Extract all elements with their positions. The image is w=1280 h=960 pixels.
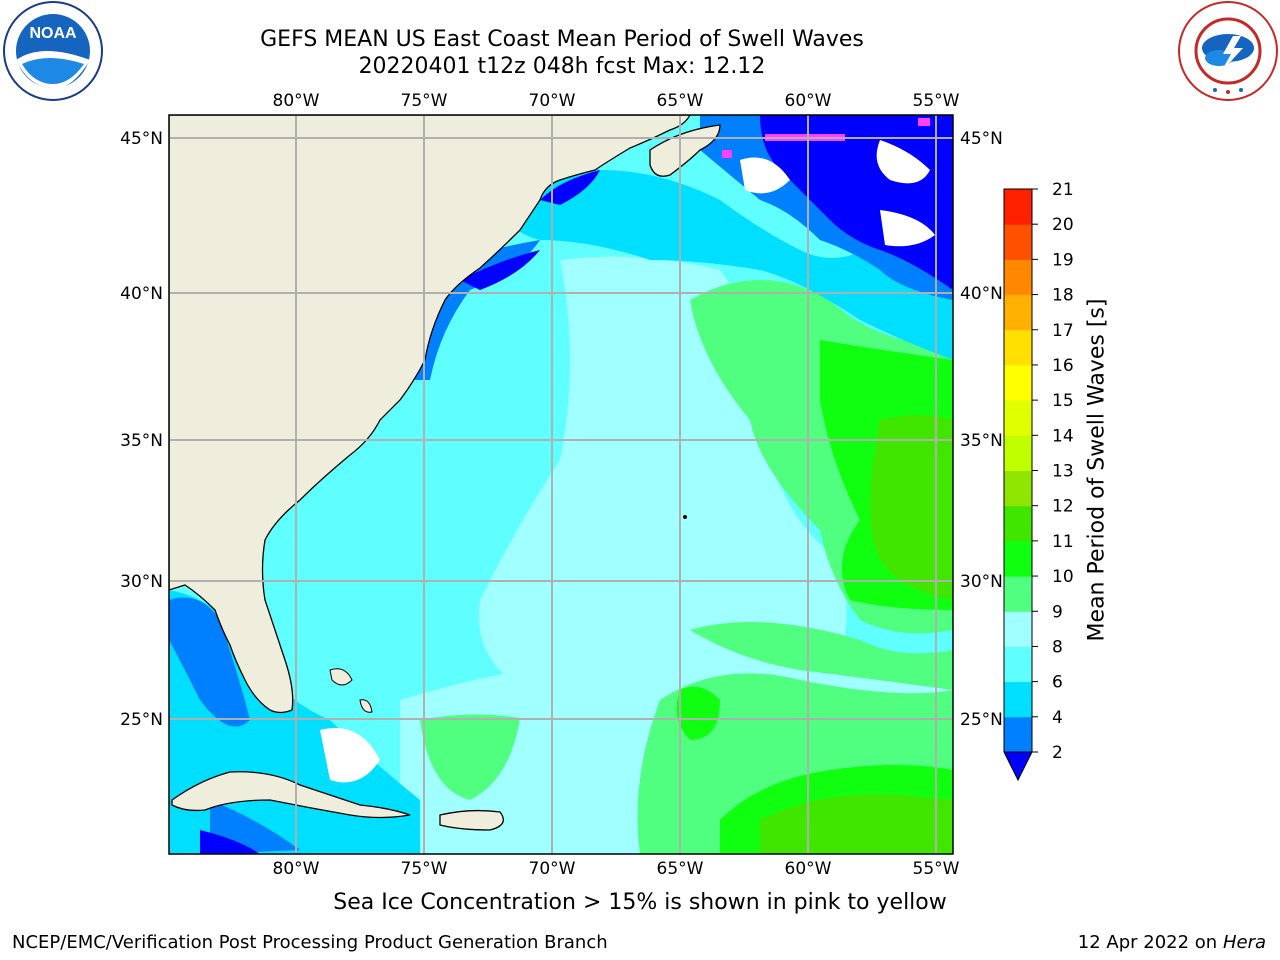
lat-label: 40°N (120, 284, 163, 304)
lon-label: 55°W (913, 91, 960, 111)
colorbar-tick-label: 9 (1052, 602, 1063, 622)
lat-label: 45°N (120, 129, 163, 149)
colorbar-tick-label: 19 (1052, 250, 1074, 270)
colorbar-segment (1004, 364, 1032, 401)
cuba-land (171, 771, 411, 819)
colorbar-segment (1004, 505, 1032, 542)
lon-label: 60°W (785, 91, 832, 111)
lon-labels-bottom: 80°W 75°W 70°W 65°W 60°W 55°W (273, 859, 960, 879)
colorbar-tick-label: 15 (1052, 391, 1074, 411)
colorbar-tick-label: 14 (1052, 426, 1074, 446)
map-frame (168, 114, 954, 855)
lon-label: 80°W (273, 91, 320, 111)
colorbar-tick-label: 21 (1052, 180, 1074, 200)
noaa-logo-text: NOAA (29, 25, 77, 42)
run-date: 12 Apr 2022 on (1077, 932, 1218, 953)
colorbar-segment (1004, 329, 1032, 366)
machine-name: Hera (1222, 932, 1266, 953)
colorbar-tick-label: 20 (1052, 215, 1074, 235)
colorbar-segment (1004, 540, 1032, 577)
colorbar-segment (1004, 224, 1032, 260)
noaa-logo-icon: NOAA (3, 1, 103, 101)
colorbar-segment (1004, 611, 1032, 647)
colorbar-tick-label: 11 (1052, 532, 1074, 552)
band-11-12 (870, 415, 953, 600)
colorbar-segment (1004, 681, 1032, 718)
lat-labels-left: 45°N 40°N 35°N 30°N 25°N (120, 129, 163, 730)
colorbar-extend-triangle (1003, 751, 1033, 782)
chart-title: GEFS MEAN US East Coast Mean Period of S… (260, 27, 864, 52)
colorbar-tick-label: 13 (1052, 462, 1074, 482)
lat-labels-right: 45°N 40°N 35°N 30°N 25°N (960, 129, 1003, 730)
lat-label: 30°N (960, 572, 1003, 592)
colorbar-tick-label: 10 (1052, 567, 1074, 587)
colorbar: 2 4 6 8 9 10 11 12 13 14 15 16 17 18 19 20 21 (1003, 180, 1074, 782)
colorbar-segment (1004, 470, 1032, 507)
lon-label: 55°W (913, 859, 960, 879)
credit-text: NCEP/EMC/Verification Post Processing Pr… (12, 932, 608, 953)
colorbar-label: Mean Period of Swell Waves [s] (1084, 298, 1110, 642)
lon-label: 80°W (273, 859, 320, 879)
hispaniola-land (439, 809, 504, 831)
colorbar-segment (1004, 400, 1032, 436)
colorbar-segment (1004, 716, 1032, 753)
sea-ice-note: Sea Ice Concentration > 15% is shown in … (333, 890, 947, 915)
colorbar-segment (1004, 259, 1032, 296)
colorbar-segment (1004, 576, 1032, 612)
colorbar-segment (1004, 294, 1032, 331)
lat-label: 45°N (960, 129, 1003, 149)
graticule (169, 115, 953, 854)
lon-labels-top: 80°W 75°W 70°W 65°W 60°W 55°W (273, 91, 960, 111)
colorbar-tick-label: 2 (1052, 743, 1063, 763)
lat-label: 35°N (960, 431, 1003, 451)
lon-label: 70°W (529, 91, 576, 111)
colorbar-tick-label: 16 (1052, 356, 1074, 376)
colorbar-tick-label: 18 (1052, 286, 1074, 306)
lon-label: 75°W (401, 859, 448, 879)
colorbar-tick-label: 8 (1052, 637, 1063, 657)
lat-label: 35°N (120, 431, 163, 451)
run-info: 12 Apr 2022 on Hera (1078, 932, 1266, 953)
colorbar-segment (1004, 646, 1032, 683)
lon-label: 60°W (785, 859, 832, 879)
colorbar-tick-label: 6 (1052, 673, 1063, 693)
lon-label: 70°W (529, 859, 576, 879)
map-field (169, 115, 953, 854)
lon-label: 65°W (657, 859, 704, 879)
colorbar-tick-label: 4 (1052, 708, 1063, 728)
north-america-land (169, 115, 691, 714)
colorbar-segment (1004, 435, 1032, 471)
lat-label: 30°N (120, 572, 163, 592)
colorbar-segment (1004, 189, 1032, 225)
colorbar-tick-label: 12 (1052, 497, 1074, 517)
lat-label: 25°N (960, 710, 1003, 730)
lat-label: 40°N (960, 284, 1003, 304)
lon-label: 75°W (401, 91, 448, 111)
colorbar-tick-label: 17 (1052, 321, 1074, 341)
lat-label: 25°N (120, 710, 163, 730)
lon-label: 65°W (657, 91, 704, 111)
no-data-patch (876, 140, 930, 184)
nws-logo-icon (1178, 1, 1278, 101)
chart-subtitle: 20220401 t12z 048h fcst Max: 12.12 (358, 54, 766, 79)
